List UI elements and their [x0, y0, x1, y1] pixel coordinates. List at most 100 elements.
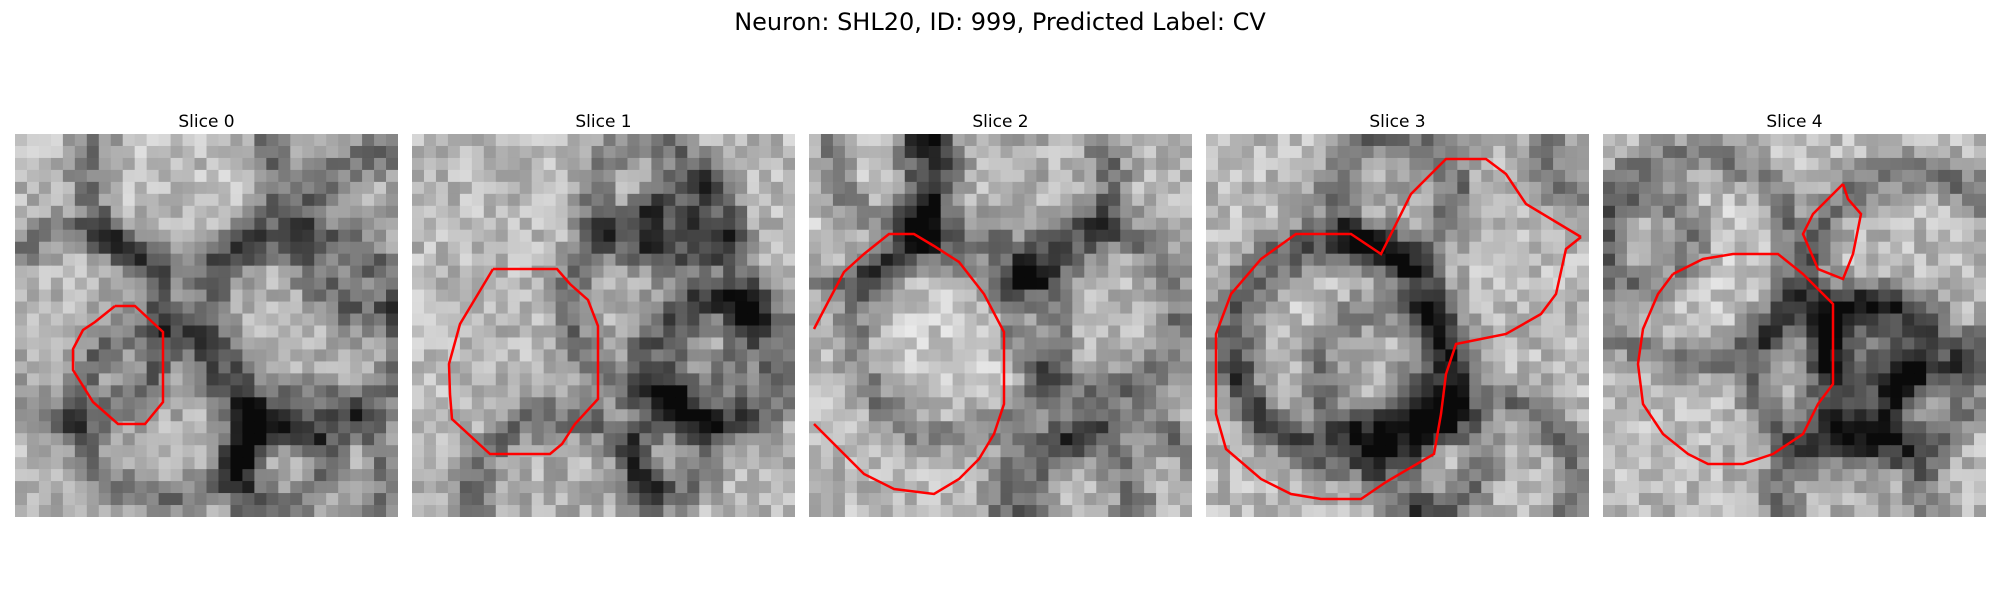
pixel: [386, 409, 398, 422]
pixel: [1072, 337, 1085, 351]
pixel: [1132, 397, 1145, 410]
pixel: [218, 217, 232, 231]
pixel: [1626, 373, 1640, 386]
pixel: [1614, 409, 1628, 422]
pixel: [1614, 361, 1628, 374]
pixel: [1529, 241, 1542, 255]
pixel: [1830, 241, 1843, 255]
pixel: [471, 229, 485, 243]
pixel: [1962, 157, 1975, 171]
pixel: [1794, 157, 1808, 171]
pixel: [1866, 241, 1879, 255]
pixel: [567, 457, 581, 470]
pixel: [1108, 193, 1121, 207]
pixel: [182, 505, 196, 517]
pixel: [483, 217, 497, 231]
pixel: [1469, 469, 1482, 482]
pixel: [1469, 193, 1482, 207]
pixel: [242, 373, 255, 386]
pixel: [1217, 169, 1231, 183]
pixel: [723, 205, 736, 219]
pixel: [507, 253, 521, 267]
pixel: [1421, 493, 1435, 506]
pixel: [1241, 337, 1255, 351]
pixel: [1770, 349, 1784, 363]
pixel: [771, 169, 784, 183]
pixel: [50, 421, 64, 434]
pixel: [1662, 229, 1676, 243]
pixel: [62, 313, 76, 327]
pixel: [194, 145, 208, 159]
pixel: [1048, 397, 1061, 410]
pixel: [98, 277, 112, 291]
pixel: [1096, 325, 1109, 339]
pixel: [1770, 277, 1784, 291]
pixel: [880, 445, 894, 458]
pixel: [1854, 277, 1867, 291]
pixel: [1048, 157, 1061, 171]
pixel: [1698, 253, 1712, 267]
pixel: [98, 373, 112, 386]
pixel: [1289, 337, 1303, 351]
pixel: [1361, 289, 1375, 303]
pixel: [278, 145, 291, 159]
pixel: [146, 289, 160, 303]
pixel: [1854, 361, 1867, 374]
pixel: [1794, 289, 1808, 303]
pixel: [1421, 157, 1435, 171]
pixel: [218, 373, 232, 386]
pixel: [412, 457, 425, 470]
slice-1-svg: [412, 134, 795, 517]
pixel: [579, 277, 593, 291]
pixel: [1241, 277, 1255, 291]
pixel: [471, 145, 485, 159]
pixel: [1120, 349, 1133, 363]
pixel: [820, 361, 834, 374]
pixel: [158, 205, 172, 219]
pixel: [1409, 313, 1423, 327]
pixel: [1349, 145, 1363, 159]
pixel: [1072, 421, 1085, 434]
pixel: [711, 241, 724, 255]
pixel: [1493, 265, 1506, 279]
pixel: [735, 361, 748, 374]
pixel: [1974, 337, 1986, 351]
pixel: [254, 373, 267, 386]
pixel: [1565, 301, 1578, 315]
pixel: [579, 373, 593, 386]
pixel: [627, 193, 641, 207]
pixel: [699, 361, 712, 374]
pixel: [62, 457, 76, 470]
pixel: [1722, 373, 1736, 386]
pixel: [254, 205, 267, 219]
pixel: [194, 301, 208, 315]
pixel: [1638, 134, 1652, 147]
pixel: [435, 373, 449, 386]
pixel: [1662, 397, 1676, 410]
pixel: [62, 301, 76, 315]
pixel: [1914, 409, 1927, 422]
pixel: [62, 277, 76, 291]
pixel: [567, 169, 581, 183]
pixel: [1674, 421, 1688, 434]
pixel: [254, 337, 267, 351]
pixel: [1746, 181, 1760, 195]
pixel: [1289, 469, 1303, 482]
pixel: [86, 337, 100, 351]
pixel: [1241, 397, 1255, 410]
pixel: [1782, 181, 1796, 195]
pixel: [1577, 134, 1589, 147]
pixel: [326, 181, 339, 195]
pixel: [1782, 421, 1796, 434]
pixel: [326, 409, 339, 422]
pixel: [1866, 385, 1879, 398]
pixel: [940, 325, 954, 339]
pixel: [314, 469, 327, 482]
pixel: [266, 373, 279, 386]
pixel: [1409, 289, 1423, 303]
pixel: [759, 505, 772, 517]
pixel: [940, 385, 954, 398]
pixel: [1626, 265, 1640, 279]
pixel: [326, 421, 339, 434]
pixel: [531, 373, 545, 386]
